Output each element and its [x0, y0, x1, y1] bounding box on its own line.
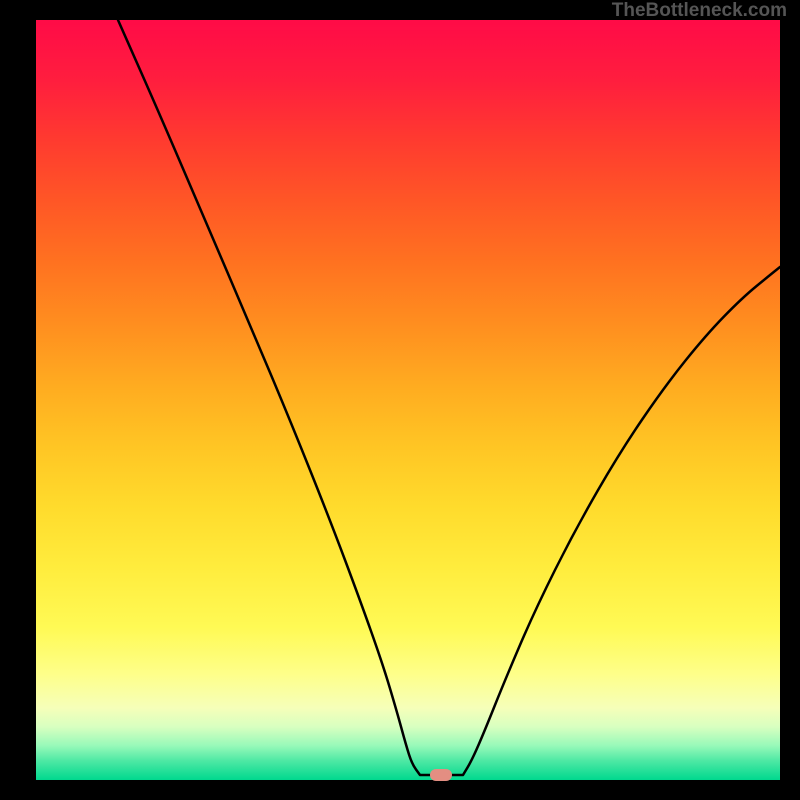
optimal-point-marker — [430, 769, 452, 781]
chart-stage: TheBottleneck.com — [0, 0, 800, 800]
watermark-text: TheBottleneck.com — [612, 0, 787, 22]
heat-gradient-background — [36, 20, 780, 780]
